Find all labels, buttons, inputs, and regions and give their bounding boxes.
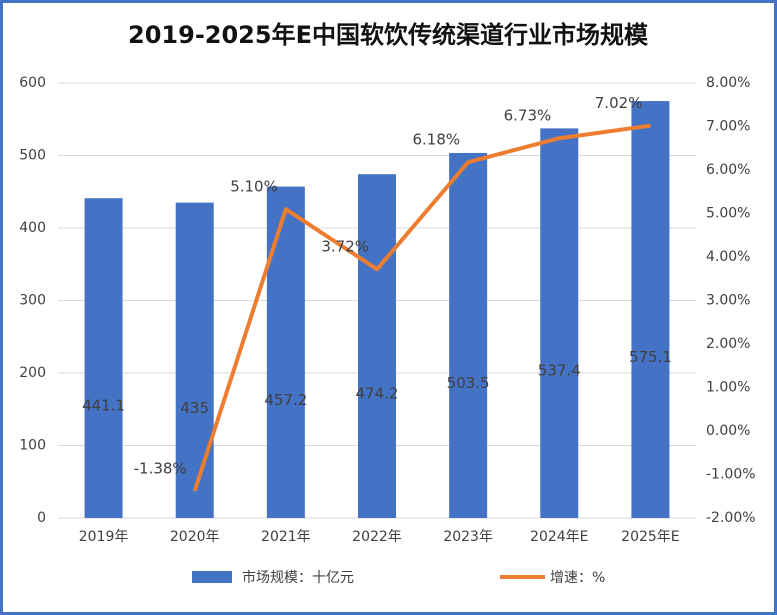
bar — [540, 128, 579, 518]
bar-value-label: 503.5 — [447, 374, 490, 392]
bar-value-label: 435 — [180, 399, 209, 417]
y2-tick-label: 2.00% — [706, 336, 750, 352]
line-value-label: 5.10% — [230, 178, 278, 196]
bar-value-label: 457.2 — [264, 391, 307, 409]
x-tick-label: 2024年E — [530, 529, 588, 545]
y2-tick-label: 4.00% — [706, 249, 750, 265]
bar-value-label: 474.2 — [356, 385, 399, 403]
x-tick-label: 2020年 — [170, 529, 220, 545]
y2-tick-label: -2.00% — [706, 510, 756, 526]
x-tick-label: 2022年 — [352, 529, 402, 545]
y-tick-label: 300 — [19, 293, 46, 309]
chart-title: 2019-2025年E中国软饮传统渠道行业市场规模 — [128, 21, 649, 49]
y-tick-label: 200 — [19, 365, 46, 381]
line-value-label: 6.18% — [412, 131, 460, 149]
x-tick-label: 2025年E — [621, 529, 679, 545]
y-tick-label: 500 — [19, 148, 46, 164]
y2-tick-label: 0.00% — [706, 423, 750, 439]
y2-tick-label: 7.00% — [706, 119, 750, 135]
x-tick-label: 2021年 — [261, 529, 311, 545]
x-tick-label: 2019年 — [79, 529, 129, 545]
y2-tick-label: 6.00% — [706, 162, 750, 178]
line-value-label: 3.72% — [321, 238, 369, 256]
y2-tick-label: 3.00% — [706, 293, 750, 309]
line-value-label: 7.02% — [595, 94, 643, 112]
line-value-label: 6.73% — [504, 107, 552, 125]
bar — [266, 186, 305, 518]
line — [192, 123, 651, 492]
legend-label: 增速：% — [550, 570, 605, 586]
y-tick-label: 100 — [19, 438, 46, 454]
bar — [358, 174, 396, 518]
y2-tick-label: -1.00% — [706, 467, 756, 483]
legend-swatch — [192, 571, 232, 583]
y2-tick-label: 5.00% — [706, 206, 750, 222]
y2-tick-label: 1.00% — [706, 380, 750, 396]
bar — [631, 101, 670, 519]
legend-label: 市场规模：十亿元 — [242, 569, 354, 586]
y2-tick-label: 8.00% — [706, 75, 750, 91]
bar — [175, 202, 214, 518]
y-tick-label: 600 — [19, 75, 46, 91]
bar — [449, 152, 488, 518]
y-tick-label: 0 — [37, 510, 46, 526]
bar — [84, 198, 123, 518]
x-tick-label: 2023年 — [443, 529, 493, 545]
bar-value-label: 537.4 — [538, 362, 581, 380]
line-value-label: -1.38% — [134, 460, 187, 478]
bar-value-label: 441.1 — [82, 397, 125, 415]
y-tick-label: 400 — [19, 220, 46, 236]
bar-value-label: 575.1 — [629, 348, 672, 366]
